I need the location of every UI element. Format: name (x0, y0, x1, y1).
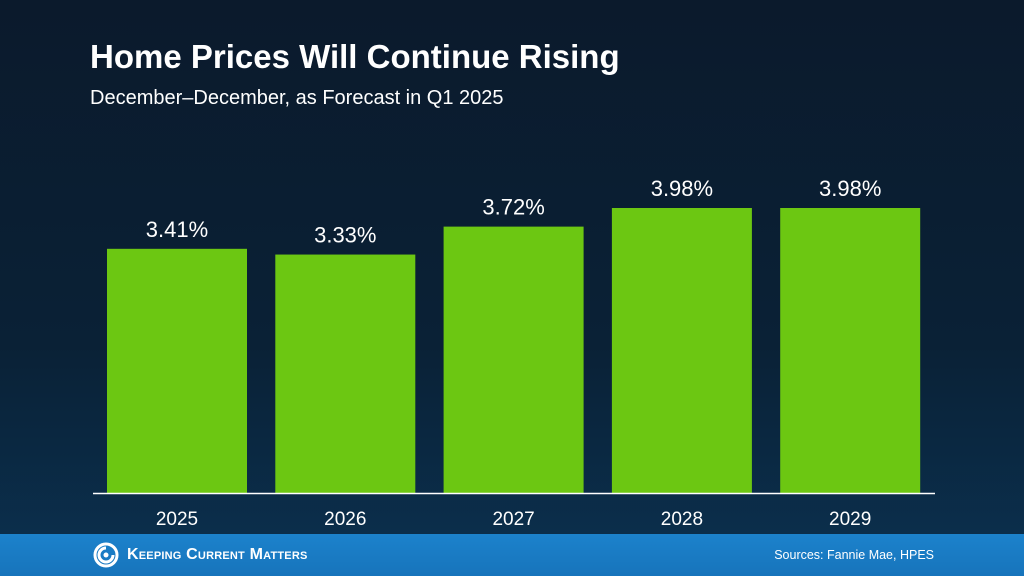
footer: Keeping Current Matters Sources: Fannie … (0, 534, 1024, 576)
bar-2028 (611, 208, 752, 493)
x-tick-label: 2029 (829, 509, 871, 530)
bar-2026 (275, 254, 416, 493)
x-tick-label: 2025 (156, 509, 198, 530)
spiral-logo-icon (93, 542, 119, 568)
chart-subtitle: December–December, as Forecast in Q1 202… (90, 87, 504, 109)
bar-chart: 3.41% 2025 3.33% 2026 3.72% 2027 3.98% 2028 3.98… (107, 176, 921, 530)
x-tick-label: 2028 (661, 509, 703, 530)
brand-name: Keeping Current Matters (127, 546, 308, 563)
sources-note: Sources: Fannie Mae, HPES (774, 548, 934, 562)
brand-logo: Keeping Current Matters (93, 542, 308, 568)
x-tick-label: 2026 (324, 509, 366, 530)
data-label: 3.41% (146, 217, 208, 242)
data-label: 3.98% (819, 176, 881, 201)
data-label: 3.98% (651, 176, 713, 201)
data-label: 3.72% (482, 195, 544, 220)
chart-title: Home Prices Will Continue Rising (90, 38, 620, 75)
bar-2029 (780, 208, 921, 493)
data-label: 3.33% (314, 223, 376, 248)
x-tick-label: 2027 (492, 509, 534, 530)
bar-2027 (443, 226, 584, 493)
bar-2025 (107, 248, 247, 493)
